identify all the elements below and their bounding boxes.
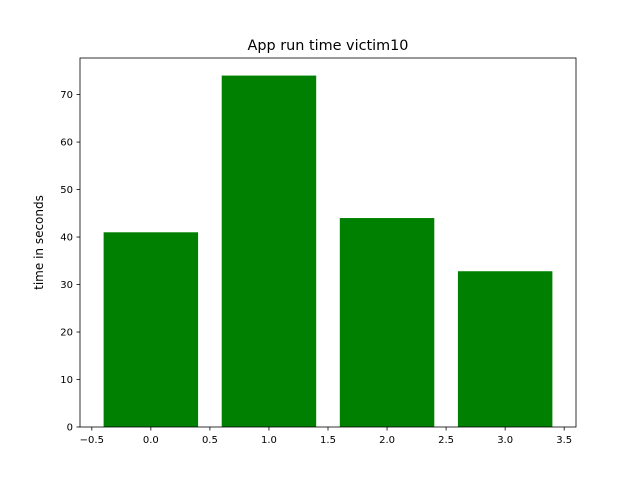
x-tick-label: 1.5 [320, 435, 336, 446]
axes-frame [79, 57, 577, 428]
x-tick-label: 0.0 [143, 435, 159, 446]
y-tick-label: 30 [60, 280, 73, 291]
x-tick-label: 0.5 [202, 435, 218, 446]
y-axis-title: time in seconds [32, 195, 46, 290]
x-tick-label: 3.0 [497, 435, 513, 446]
x-tick-label: 2.0 [379, 435, 395, 446]
x-tick-label: 3.5 [556, 435, 572, 446]
x-tick-label: 2.5 [438, 435, 454, 446]
bar-3 [457, 271, 553, 427]
y-tick-label: 0 [67, 423, 73, 434]
y-tick-label: 20 [60, 328, 73, 339]
y-tick-label: 70 [60, 90, 73, 101]
chart-title: App run time victim10 [248, 38, 409, 54]
y-tick-label: 50 [60, 185, 73, 196]
x-tick-label: 1.0 [261, 435, 277, 446]
y-tick-label: 60 [60, 138, 73, 149]
bars-layer [103, 75, 553, 428]
axes-layer: −0.5 0.0 0.5 1.0 1.5 2.0 2.5 3.0 3.5 0 10 20 30 40 50 6… [60, 90, 572, 446]
bar-2 [339, 218, 435, 427]
x-tick-label: −0.5 [80, 435, 104, 446]
y-tick-label: 40 [60, 233, 73, 244]
y-tick-label: 10 [60, 375, 73, 386]
bar-1 [221, 75, 317, 428]
bar-0 [103, 232, 199, 427]
